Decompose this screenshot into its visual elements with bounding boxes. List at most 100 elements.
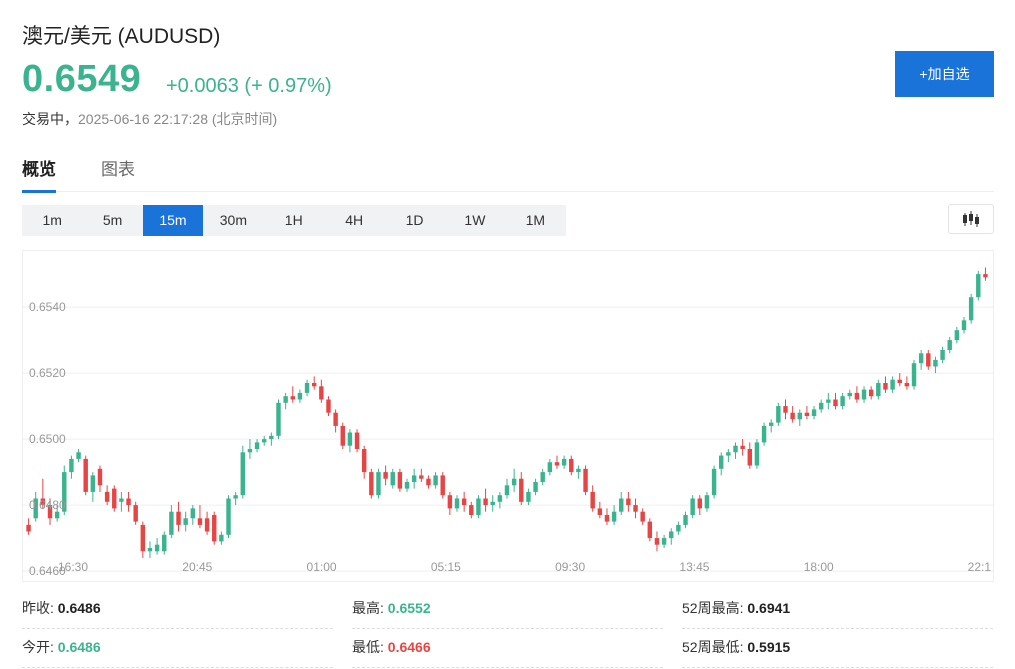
stats-row: 今开: 0.6486 最低: 0.6466 52周最低: 0.5915 bbox=[22, 629, 994, 668]
candle-body bbox=[147, 548, 153, 552]
interval-1h[interactable]: 1H bbox=[284, 212, 303, 228]
stat-value: 0.5915 bbox=[747, 639, 791, 655]
candle-body bbox=[847, 392, 852, 397]
tab-bar: 概览 图表 bbox=[22, 155, 994, 193]
interval-1d[interactable]: 1D bbox=[405, 212, 424, 228]
candle-body bbox=[711, 468, 717, 496]
candle-body bbox=[961, 320, 967, 331]
interval-15m[interactable]: 15m bbox=[142, 205, 204, 236]
candle-body bbox=[69, 458, 74, 473]
candle-body bbox=[369, 472, 374, 496]
interval-30m[interactable]: 30m bbox=[219, 212, 247, 228]
candle-body bbox=[590, 491, 595, 509]
candle-body bbox=[219, 534, 224, 542]
stat-high: 最高: 0.6552 bbox=[352, 590, 663, 629]
candle-body bbox=[40, 498, 46, 506]
candle-body bbox=[761, 425, 767, 443]
stat-label: 最高: bbox=[352, 600, 384, 616]
candle-body bbox=[183, 518, 188, 525]
candle-body bbox=[476, 498, 481, 515]
candle-body bbox=[290, 396, 295, 400]
price-chart[interactable]: 0.6540 0.6520 0.6500 0.6480 0.6460 16:30 20:45… bbox=[22, 250, 994, 582]
candle-body bbox=[204, 518, 210, 532]
candle-body bbox=[90, 475, 96, 492]
candle-body bbox=[747, 449, 752, 466]
candle-body bbox=[361, 449, 367, 473]
candle-body bbox=[390, 472, 395, 486]
x-tick-label: 18:00 bbox=[804, 560, 834, 574]
add-to-watchlist-button[interactable]: +加自选 bbox=[895, 51, 994, 97]
interval-4h[interactable]: 4H bbox=[345, 212, 364, 228]
candle-body bbox=[619, 498, 624, 512]
candle-body bbox=[661, 538, 667, 545]
candle-body bbox=[976, 274, 981, 298]
stat-label: 52周最低: bbox=[682, 639, 744, 655]
candle-body bbox=[940, 350, 945, 360]
tab-chart[interactable]: 图表 bbox=[101, 160, 135, 179]
candle-body bbox=[683, 515, 688, 525]
candle-body bbox=[169, 511, 174, 535]
candle-body bbox=[897, 379, 902, 383]
candle-body bbox=[690, 498, 695, 515]
candle-body bbox=[240, 452, 246, 496]
candle-body bbox=[319, 386, 324, 400]
candle-body bbox=[397, 472, 403, 489]
candle-body bbox=[790, 412, 795, 420]
interval-1w[interactable]: 1W bbox=[464, 212, 486, 228]
y-tick-label: 0.6540 bbox=[29, 300, 66, 314]
candle-body bbox=[483, 498, 488, 506]
y-tick-label: 0.6500 bbox=[29, 432, 66, 446]
page-title: 澳元/美元 (AUDUSD) bbox=[22, 25, 221, 48]
candle-body bbox=[669, 531, 674, 539]
stat-52w-low: 52周最低: 0.5915 bbox=[682, 629, 993, 668]
candle-body bbox=[269, 435, 274, 440]
candle-body bbox=[383, 472, 388, 479]
trading-status: 交易中，2025-06-16 22:17:28 (北京时间) bbox=[22, 109, 277, 129]
interval-1m[interactable]: 1m bbox=[42, 212, 62, 228]
candle-body bbox=[968, 297, 974, 321]
candle-body bbox=[733, 445, 738, 453]
candle-body bbox=[461, 498, 467, 506]
candlestick-icon bbox=[963, 211, 979, 227]
candle-body bbox=[597, 508, 603, 515]
candle-body bbox=[547, 462, 553, 473]
candle-body bbox=[569, 458, 574, 473]
candle-body bbox=[626, 498, 631, 506]
candle-body bbox=[861, 389, 867, 400]
candle-body bbox=[104, 491, 110, 502]
candle-body bbox=[283, 396, 288, 403]
candle-body bbox=[511, 478, 517, 486]
candle-body bbox=[197, 518, 203, 525]
candle-body bbox=[776, 406, 781, 423]
stat-52w-high: 52周最高: 0.6941 bbox=[682, 590, 993, 629]
interval-5m[interactable]: 5m bbox=[102, 212, 123, 228]
candle-body bbox=[411, 475, 417, 482]
candle-body bbox=[190, 508, 196, 519]
candle-body bbox=[119, 498, 124, 502]
candle-body bbox=[254, 442, 260, 449]
candle-body bbox=[212, 515, 217, 542]
candle-body bbox=[112, 488, 117, 509]
candle-body bbox=[704, 495, 710, 509]
stats-row: 昨收: 0.6486 最高: 0.6552 52周最高: 0.6941 bbox=[22, 590, 994, 629]
y-tick-label: 0.6460 bbox=[29, 564, 66, 578]
candle-body bbox=[783, 406, 788, 413]
candle-body bbox=[519, 478, 524, 502]
candle-body bbox=[768, 422, 774, 426]
tab-overview[interactable]: 概览 bbox=[22, 155, 56, 193]
candle-body bbox=[811, 409, 817, 416]
candle-body bbox=[926, 353, 931, 367]
candle-body bbox=[854, 392, 860, 400]
timestamp: 2025-06-16 22:17:28 bbox=[78, 111, 208, 127]
candle-body bbox=[654, 538, 660, 545]
candle-body bbox=[868, 389, 874, 397]
candle-body bbox=[947, 340, 952, 350]
candle-body bbox=[604, 515, 610, 522]
x-tick-label: 09:30 bbox=[555, 560, 585, 574]
candle-body bbox=[176, 511, 181, 525]
interval-1mo[interactable]: 1M bbox=[525, 212, 546, 228]
candle-body bbox=[62, 472, 67, 512]
chart-type-button[interactable] bbox=[948, 204, 994, 234]
stat-value: 0.6466 bbox=[387, 639, 431, 655]
candle-body bbox=[740, 445, 745, 449]
